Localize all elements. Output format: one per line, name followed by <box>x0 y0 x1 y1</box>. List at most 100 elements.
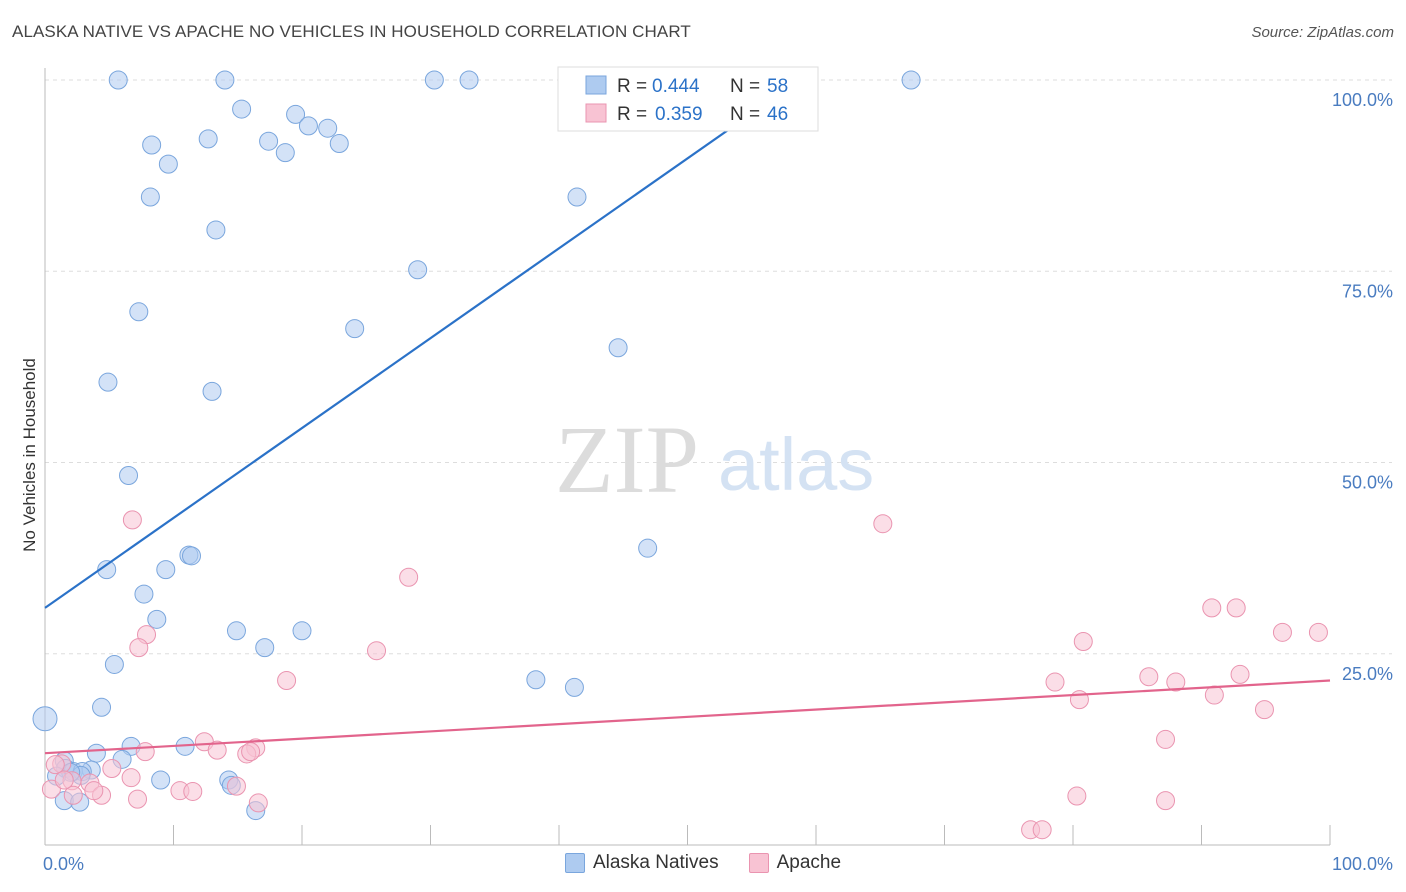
data-point <box>248 793 268 813</box>
data-point <box>102 759 122 778</box>
data-point <box>45 755 65 775</box>
source-label: Source: ZipAtlas.com <box>1251 24 1394 41</box>
data-point <box>1156 729 1176 749</box>
legend-bottom-swatch-pink <box>748 853 769 873</box>
x-tick-label: 100.0% <box>1332 854 1393 874</box>
data-point <box>1139 667 1159 687</box>
axes <box>44 68 1331 846</box>
data-point <box>206 220 226 240</box>
data-point <box>181 546 201 566</box>
legend-n-label-blue: N = <box>730 76 760 97</box>
y-tick-label: 25.0% <box>1342 664 1393 684</box>
data-point <box>564 677 584 697</box>
data-point <box>135 742 155 762</box>
data-point <box>298 116 318 136</box>
data-point <box>638 538 658 558</box>
data-point <box>1308 622 1328 642</box>
y-tick-label: 50.0% <box>1342 473 1393 493</box>
y-tick-label: 75.0% <box>1342 281 1393 301</box>
legend-item-apache: Apache <box>748 852 842 874</box>
data-point <box>1067 786 1087 806</box>
data-point <box>1254 700 1274 720</box>
data-point <box>277 671 297 691</box>
legend-swatch-blue <box>585 75 607 95</box>
legend-bottom: Alaska Natives Apache <box>0 852 1406 874</box>
data-point <box>108 70 128 90</box>
data-point <box>151 770 171 790</box>
tick-labels: 25.0% 50.0% 75.0% 100.0% 0.0% 100.0% <box>43 90 1393 874</box>
legend-n-label-pink: N = <box>730 104 760 125</box>
data-point <box>202 381 222 401</box>
data-point <box>459 70 479 90</box>
data-point <box>873 514 893 534</box>
data-point <box>142 135 162 155</box>
data-point <box>215 70 235 90</box>
grid-lines <box>45 79 1392 655</box>
legend-bottom-label-blue: Alaska Natives <box>592 852 719 873</box>
data-point <box>122 510 142 530</box>
data-point <box>183 781 203 801</box>
data-point <box>1230 664 1250 684</box>
data-point <box>1226 598 1246 618</box>
legend-top: R = 0.444 N = 58 R = 0.359 N = 46 <box>557 66 819 132</box>
trend-lines <box>44 67 1331 755</box>
data-point <box>121 768 141 788</box>
data-point <box>32 706 58 732</box>
legend-n-value-blue: 58 <box>767 76 788 97</box>
y-axis-label: No Vehicles in Household <box>20 358 39 552</box>
legend-n-value-pink: 46 <box>767 104 788 125</box>
watermark-zip: ZIP <box>555 406 699 513</box>
data-point <box>408 260 428 280</box>
legend-bottom-label-pink: Apache <box>776 852 842 873</box>
watermark-atlas: atlas <box>718 423 874 506</box>
data-point <box>63 785 83 805</box>
data-point <box>226 776 246 796</box>
data-point <box>134 584 154 604</box>
y-tick-label: 100.0% <box>1332 90 1393 110</box>
data-point <box>41 779 61 799</box>
data-point <box>119 466 139 486</box>
legend-item-alaska-natives: Alaska Natives <box>564 852 719 874</box>
data-point <box>156 560 176 580</box>
data-point <box>1045 672 1065 692</box>
data-point <box>1272 622 1292 642</box>
data-point <box>226 621 246 641</box>
data-point <box>567 187 587 207</box>
watermark: ZIP atlas <box>555 406 874 513</box>
data-point <box>399 567 419 587</box>
legend-r-label-blue: R = <box>617 76 647 97</box>
data-point <box>1156 791 1176 811</box>
data-point <box>232 99 252 119</box>
data-point <box>140 187 160 207</box>
legend-r-label-pink: R = <box>617 104 647 125</box>
trend-line-apache <box>44 679 1331 755</box>
data-point <box>207 740 227 760</box>
data-point <box>329 133 349 153</box>
data-point <box>158 154 178 174</box>
x-tick-label: 0.0% <box>43 854 84 874</box>
legend-r-value-pink: 0.359 <box>655 104 703 125</box>
data-point <box>424 70 444 90</box>
data-point <box>241 742 261 762</box>
data-point <box>345 319 365 339</box>
data-point <box>104 654 124 674</box>
data-point <box>1204 685 1224 705</box>
data-point <box>198 129 218 149</box>
data-point <box>98 372 118 392</box>
data-point <box>86 743 106 763</box>
data-point <box>318 118 338 138</box>
data-point <box>275 143 295 163</box>
data-point <box>526 670 546 690</box>
data-point <box>259 131 279 151</box>
data-point <box>1073 632 1093 652</box>
data-point <box>367 641 387 661</box>
data-point <box>255 638 275 658</box>
legend-swatch-pink <box>585 103 607 123</box>
data-point <box>608 338 628 358</box>
data-point <box>1166 672 1186 692</box>
data-point <box>1032 820 1052 840</box>
trend-line-alaska-natives <box>44 67 817 609</box>
chart-title: ALASKA NATIVE VS APACHE NO VEHICLES IN H… <box>12 22 691 41</box>
data-point <box>54 770 74 790</box>
